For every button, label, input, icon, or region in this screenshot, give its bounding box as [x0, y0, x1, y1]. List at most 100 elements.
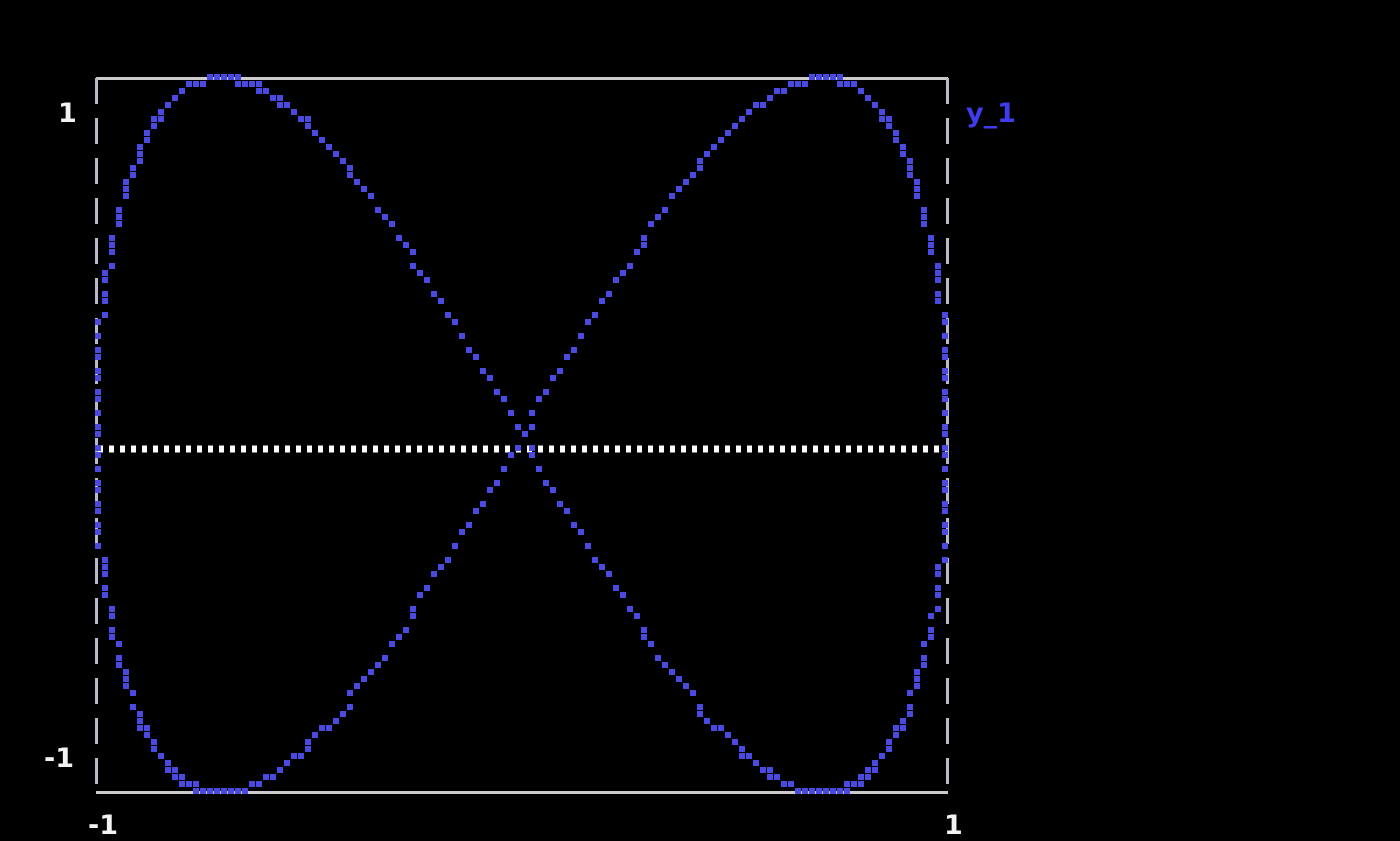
data-point [452, 319, 458, 325]
data-point [200, 788, 206, 794]
data-point [676, 676, 682, 682]
data-point [711, 144, 717, 150]
data-point [893, 137, 899, 143]
data-point [431, 291, 437, 297]
data-point [942, 410, 948, 416]
data-point [354, 179, 360, 185]
data-point [837, 81, 843, 87]
data-point [620, 592, 626, 598]
data-point [858, 774, 864, 780]
data-point [179, 88, 185, 94]
data-point [907, 711, 913, 717]
data-point [466, 347, 472, 353]
data-point [914, 683, 920, 689]
data-point [130, 690, 136, 696]
data-point [382, 655, 388, 661]
data-point [494, 480, 500, 486]
data-point [319, 137, 325, 143]
data-point [116, 641, 122, 647]
data-point [158, 116, 164, 122]
data-point [942, 431, 948, 437]
data-point [256, 781, 262, 787]
data-point [95, 368, 101, 374]
data-point [144, 130, 150, 136]
data-point [116, 655, 122, 661]
data-point [886, 123, 892, 129]
data-point [921, 655, 927, 661]
data-point [627, 606, 633, 612]
data-point [417, 592, 423, 598]
data-point [151, 746, 157, 752]
data-point [865, 767, 871, 773]
data-point [193, 81, 199, 87]
data-point [550, 487, 556, 493]
data-point [753, 102, 759, 108]
data-point [249, 81, 255, 87]
data-point [935, 277, 941, 283]
data-point [837, 74, 843, 80]
data-point [270, 774, 276, 780]
data-point [151, 116, 157, 122]
data-point [137, 718, 143, 724]
data-point [886, 739, 892, 745]
data-point [655, 214, 661, 220]
data-point [921, 662, 927, 668]
data-point [144, 725, 150, 731]
data-point [487, 375, 493, 381]
data-point [193, 788, 199, 794]
data-point [851, 781, 857, 787]
data-point [802, 81, 808, 87]
data-point [501, 466, 507, 472]
legend-entry-y-1: y_1 [966, 98, 1016, 129]
data-point [424, 277, 430, 283]
data-point [543, 480, 549, 486]
data-point [872, 767, 878, 773]
data-point [389, 641, 395, 647]
data-point [396, 235, 402, 241]
data-point [480, 368, 486, 374]
data-point [697, 711, 703, 717]
data-point [697, 165, 703, 171]
data-point [95, 522, 101, 528]
data-point [102, 571, 108, 577]
data-point [907, 158, 913, 164]
data-point [781, 88, 787, 94]
data-point [942, 501, 948, 507]
data-point [942, 333, 948, 339]
data-point [935, 270, 941, 276]
data-point [781, 781, 787, 787]
data-point [319, 725, 325, 731]
data-point [634, 613, 640, 619]
data-point [179, 774, 185, 780]
data-point [95, 445, 101, 451]
data-point [305, 746, 311, 752]
data-point [368, 669, 374, 675]
data-point [410, 249, 416, 255]
data-point [410, 613, 416, 619]
data-point [459, 529, 465, 535]
data-point [361, 186, 367, 192]
data-point [837, 788, 843, 794]
data-point [942, 354, 948, 360]
data-point [144, 732, 150, 738]
data-point [907, 165, 913, 171]
data-point [935, 291, 941, 297]
data-point [739, 746, 745, 752]
data-point [718, 137, 724, 143]
data-point [291, 109, 297, 115]
data-point [613, 585, 619, 591]
data-point [347, 165, 353, 171]
data-point [130, 172, 136, 178]
data-point [676, 186, 682, 192]
data-point [592, 312, 598, 318]
data-point [648, 221, 654, 227]
data-point [277, 102, 283, 108]
data-point [802, 788, 808, 794]
data-point [774, 774, 780, 780]
data-point [221, 788, 227, 794]
data-point [109, 606, 115, 612]
data-point [305, 123, 311, 129]
data-point [767, 767, 773, 773]
